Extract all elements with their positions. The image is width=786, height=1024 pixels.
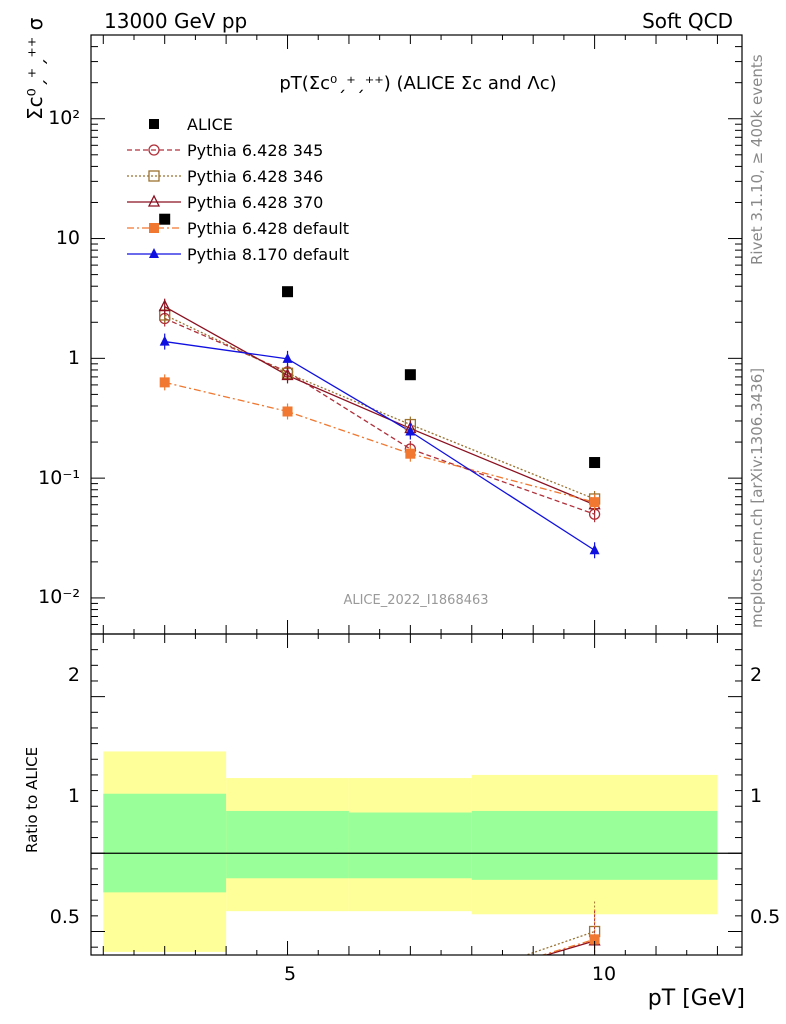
legend-label-2: Pythia 6.428 346 — [187, 167, 323, 186]
ratio-points — [524, 901, 601, 955]
data-point-4-1 — [282, 406, 293, 417]
ratio-line-1 — [544, 940, 595, 955]
ytick-label-1e-2: 10⁻² — [38, 586, 80, 608]
axes-ticks — [91, 34, 742, 955]
data-point-4-2 — [405, 448, 416, 459]
legend-label-1: Pythia 6.428 345 — [187, 141, 323, 160]
data-point-5-3 — [589, 544, 600, 555]
ratio-band-inner-2 — [348, 812, 472, 879]
legend-marker-2 — [148, 170, 160, 182]
ytick-label-100: 10² — [48, 107, 80, 129]
legend-label-0: ALICE — [187, 115, 233, 134]
x-axis-label: pT [GeV] — [648, 986, 745, 1011]
xtick-label-10: 10 — [592, 963, 616, 985]
legend-label-4: Pythia 6.428 default — [187, 219, 349, 238]
ratio-line-0 — [524, 930, 595, 955]
y-axis-label: Σc⁰ˏ⁺ˏ⁺⁺ σ — [23, 17, 47, 120]
series-lines — [164, 306, 595, 551]
ytick-label-1: 1 — [68, 347, 80, 369]
series-line-2 — [164, 314, 595, 500]
plot-title: pT(Σc⁰ˏ⁺ˏ⁺⁺) (ALICE Σc and Λc) — [279, 73, 556, 94]
ytick-label-1e-1: 10⁻¹ — [38, 467, 80, 489]
series-line-3 — [164, 306, 595, 506]
data-point-5-1 — [282, 352, 293, 363]
data-point-4-3 — [589, 497, 600, 508]
series-line-4 — [164, 381, 595, 503]
data-point-0-0 — [159, 213, 171, 225]
rivet-label: Rivet 3.1.10, ≥ 400k events — [748, 54, 766, 265]
ratio-ytick-1: 1 — [68, 785, 80, 807]
ratio-point-2 — [589, 934, 600, 945]
ratio-ytick-0.5: 0.5 — [50, 906, 80, 928]
series-markers — [158, 213, 601, 559]
header-right: Soft QCD — [642, 9, 733, 33]
ratio-y-axis-label: Ratio to ALICE — [23, 747, 41, 853]
mcplots-label: mcplots.cern.ch [arXiv:1306.3436] — [748, 368, 766, 628]
data-point-5-2 — [405, 425, 416, 436]
legend-marker-3 — [147, 194, 161, 207]
ratio-line-2 — [540, 938, 595, 955]
data-point-0-2 — [404, 369, 416, 381]
ytick-label-10: 10 — [56, 227, 80, 249]
data-point-3-1 — [281, 367, 294, 381]
legend: ALICE Pythia 6.428 345 Pythia 6.428 346 Pyt… — [127, 115, 349, 264]
legend-marker-4 — [149, 223, 159, 233]
ratio-band-inner-3 — [471, 810, 718, 880]
data-point-4-0 — [159, 377, 170, 388]
legend-label-3: Pythia 6.428 370 — [187, 193, 323, 212]
ratio-bands — [91, 751, 742, 952]
data-point-3-0 — [158, 299, 171, 312]
data-point-0-1 — [282, 286, 294, 298]
xtick-label-5: 5 — [284, 963, 296, 985]
ratio-band-inner-1 — [226, 810, 349, 879]
ratio-band-inner-0 — [103, 793, 227, 893]
ratio-ytick-0.5-right: 0.5 — [750, 906, 780, 928]
data-point-5-0 — [159, 335, 170, 346]
legend-marker-0 — [149, 119, 159, 129]
series-line-5 — [164, 340, 595, 551]
ratio-frame — [90, 633, 743, 956]
ratio-ytick-1-right: 1 — [750, 785, 762, 807]
ratio-ytick-2: 2 — [68, 664, 80, 686]
series-line-1 — [164, 317, 595, 515]
data-point-0-3 — [589, 457, 601, 469]
legend-marker-1 — [148, 144, 160, 156]
legend-marker-5 — [149, 248, 159, 258]
analysis-watermark: ALICE_2022_I1868463 — [343, 593, 488, 608]
legend-label-5: Pythia 8.170 default — [187, 245, 349, 264]
header-left: 13000 GeV pp — [104, 9, 247, 33]
ratio-ytick-2-right: 2 — [750, 664, 762, 686]
